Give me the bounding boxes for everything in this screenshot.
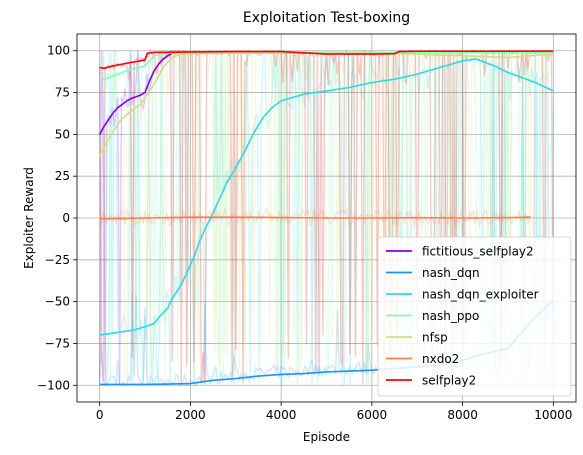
legend-label-nash_dqn_exploiter: nash_dqn_exploiter: [422, 288, 539, 302]
legend-label-nash_ppo: nash_ppo: [422, 309, 479, 323]
x-tick-label: 6000: [357, 408, 388, 422]
legend-label-selfplay2: selfplay2: [422, 374, 476, 388]
x-axis-ticks: 0 2000 4000 6000 8000 10000: [96, 402, 572, 422]
raw-trace-nash_dqn_exploiter: [99, 50, 554, 386]
legend-label-nash_dqn: nash_dqn: [422, 266, 480, 280]
legend-label-nxdo2: nxdo2: [422, 352, 459, 366]
y-tick-label: 0: [62, 211, 70, 225]
y-axis-label: Exploiter Reward: [22, 167, 36, 269]
y-tick-label: −100: [37, 378, 70, 392]
y-tick-label: 100: [47, 44, 70, 58]
raw-trace-nxdo2: [99, 206, 531, 229]
legend-box: [377, 236, 572, 397]
series-lines: [98, 50, 554, 386]
series-line-selfplay2: [99, 50, 554, 70]
chart-title: Exploitation Test-boxing: [243, 10, 410, 26]
x-tick-label: 2000: [175, 408, 206, 422]
y-axis-ticks: −100 −75 −50 −25 0 25 50 75 100: [37, 44, 77, 392]
legend: fictitious_selfplay2 nash_dqn nash_dqn_exp…: [377, 236, 572, 397]
legend-label-fictitious_selfplay2: fictitious_selfplay2: [422, 245, 534, 259]
x-axis-label: Episode: [303, 430, 350, 444]
x-tick-label: 10000: [534, 408, 572, 422]
series-line-nash_dqn_exploiter: [99, 58, 554, 336]
x-tick-label: 8000: [447, 408, 478, 422]
y-tick-label: 75: [55, 86, 70, 100]
series-line-fictitious_selfplay2: [98, 52, 173, 135]
y-tick-label: −25: [45, 253, 70, 267]
series-line-nfsp: [98, 52, 554, 157]
legend-label-nfsp: nfsp: [422, 331, 448, 345]
x-tick-label: 0: [96, 408, 104, 422]
series-line-nxdo2: [99, 216, 531, 220]
x-tick-label: 4000: [266, 408, 297, 422]
y-tick-label: −50: [45, 295, 70, 309]
y-tick-label: 50: [55, 127, 70, 141]
y-tick-label: −75: [45, 336, 70, 350]
y-tick-label: 25: [55, 169, 70, 183]
